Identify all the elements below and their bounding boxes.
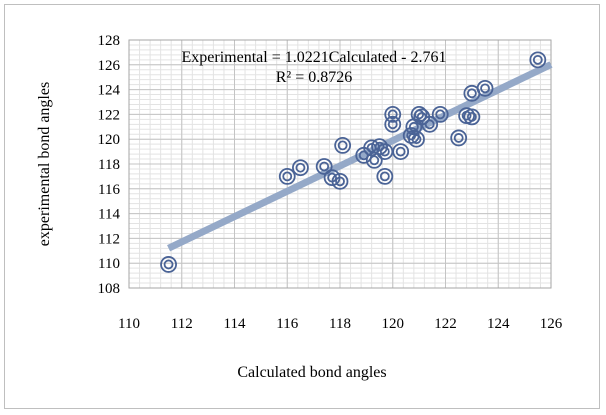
marker-inner-ring (466, 88, 477, 99)
marker-inner-ring (532, 54, 543, 65)
y-axis-ticks: 108 110 112 114 116 118 120 122 124 126 128 (98, 33, 121, 297)
marker-inner-ring (453, 133, 464, 143)
marker-outer-ring (421, 115, 439, 133)
x-axis-title: Calculated bond angles (237, 364, 386, 381)
marker-inner-ring (337, 140, 348, 151)
data-point (476, 79, 494, 97)
data-point (160, 256, 177, 273)
marker-outer-ring (384, 106, 402, 123)
data-point (421, 115, 439, 133)
marker-inner-ring (379, 171, 390, 182)
y-tick-label: 110 (98, 256, 120, 272)
y-tick-label: 126 (98, 58, 121, 74)
plot-area-border (128, 39, 552, 289)
y-tick-label: 120 (98, 132, 121, 148)
data-point (529, 51, 547, 69)
marker-inner-ring (379, 146, 390, 157)
data-point (315, 158, 333, 175)
data-point (384, 106, 402, 123)
marker-inner-ring (163, 259, 174, 270)
x-axis-ticks: 110 112 114 116 118 120 122 124 126 (118, 316, 563, 332)
marker-outer-ring (376, 167, 394, 185)
y-tick-label: 118 (98, 157, 120, 173)
data-point (392, 143, 410, 161)
marker-inner-ring (408, 121, 419, 132)
marker-outer-ring (410, 106, 428, 123)
marker-outer-ring (384, 115, 402, 133)
data-point (463, 108, 481, 126)
y-tick-label: 116 (98, 182, 120, 198)
marker-outer-ring (392, 143, 410, 161)
marker-inner-ring (480, 83, 490, 94)
marker-inner-ring (295, 162, 306, 173)
r-squared-label: R² = 0.8726 (276, 69, 353, 86)
data-point (292, 159, 309, 177)
marker-inner-ring (282, 171, 293, 182)
marker-outer-ring (371, 138, 388, 156)
marker-inner-ring (374, 141, 385, 152)
marker-outer-ring (331, 172, 349, 190)
x-tick-label: 118 (329, 316, 351, 332)
y-tick-label: 128 (98, 33, 121, 49)
data-point (331, 172, 349, 190)
y-tick-label: 108 (98, 281, 121, 297)
data-point (334, 136, 352, 154)
data-points (160, 51, 547, 273)
marker-outer-ring (160, 256, 177, 273)
y-tick-label: 112 (98, 231, 120, 247)
data-point (450, 129, 468, 147)
marker-outer-ring (334, 136, 352, 154)
marker-inner-ring (387, 119, 398, 130)
x-tick-label: 126 (540, 316, 563, 332)
x-tick-label: 124 (487, 316, 510, 332)
marker-inner-ring (424, 119, 435, 130)
y-axis-title: experimental bond angles (36, 82, 53, 246)
marker-outer-ring (315, 158, 333, 175)
x-tick-label: 110 (118, 316, 140, 332)
data-point (278, 167, 296, 185)
marker-outer-ring (431, 106, 449, 123)
marker-outer-ring (476, 79, 494, 97)
y-tick-label: 122 (98, 107, 121, 123)
marker-inner-ring (387, 109, 398, 120)
marker-outer-ring (278, 167, 296, 185)
x-tick-label: 122 (434, 316, 457, 332)
data-point (371, 138, 388, 156)
marker-inner-ring (319, 161, 330, 172)
marker-inner-ring (411, 134, 422, 145)
marker-inner-ring (416, 111, 427, 122)
chart-frame (4, 4, 600, 409)
data-point (376, 167, 394, 185)
trendline-equation: Experimental = 1.0221Calculated - 2.761 (182, 49, 447, 66)
marker-outer-ring (292, 159, 309, 177)
marker-inner-ring (435, 109, 446, 120)
marker-inner-ring (335, 176, 345, 187)
x-tick-label: 116 (276, 316, 298, 332)
marker-outer-ring (529, 51, 547, 69)
marker-outer-ring (408, 130, 425, 148)
data-point (384, 115, 402, 133)
data-point (408, 130, 425, 148)
x-tick-label: 114 (224, 316, 246, 332)
data-point (431, 106, 449, 123)
marker-outer-ring (450, 129, 468, 147)
x-tick-label: 112 (171, 316, 193, 332)
x-tick-label: 120 (382, 316, 405, 332)
marker-inner-ring (369, 155, 380, 166)
y-tick-label: 124 (98, 83, 121, 99)
y-tick-label: 114 (98, 207, 120, 223)
marker-inner-ring (466, 111, 477, 122)
marker-inner-ring (395, 146, 406, 157)
marker-outer-ring (463, 108, 481, 126)
